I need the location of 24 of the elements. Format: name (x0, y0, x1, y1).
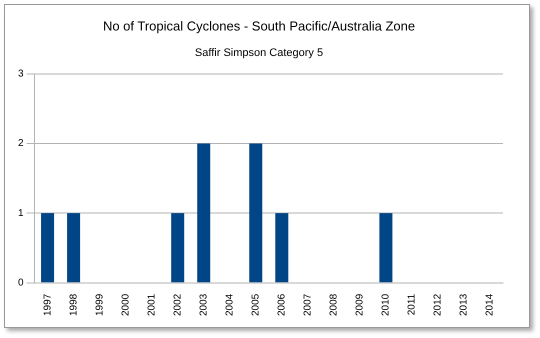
x-tick-label: 2010 (380, 293, 392, 316)
x-tick-label: 2000 (120, 293, 132, 316)
x-tick-label: 1997 (42, 293, 54, 316)
x-tick-label: 2006 (276, 293, 288, 316)
y-tick-label: 1 (18, 208, 24, 219)
x-tick-label: 2002 (172, 293, 184, 316)
y-tick-label: 0 (18, 278, 24, 289)
x-tick-label: 2001 (146, 293, 158, 316)
chart-subtitle: Saffir Simpson Category 5 (194, 47, 324, 60)
x-tick-label: 2007 (302, 293, 314, 316)
x-tick-label: 2003 (198, 293, 210, 316)
x-tick-label: 2011 (406, 293, 418, 316)
x-tick-label: 2009 (354, 293, 366, 316)
x-tick-label: 1999 (94, 293, 106, 316)
chart-title: No of Tropical Cyclones - South Pacific/Australia Zone (102, 18, 416, 34)
x-tick-label: 2004 (224, 293, 236, 316)
x-tick-label: 2012 (432, 293, 444, 316)
x-tick-label: 2008 (328, 293, 340, 316)
x-tick-label: 2005 (250, 293, 262, 316)
x-tick-label: 2013 (458, 293, 470, 316)
x-tick-label: 1998 (68, 293, 80, 316)
x-tick-label: 2014 (484, 293, 496, 316)
y-tick-label: 3 (18, 68, 24, 80)
y-tick-label: 2 (18, 138, 24, 150)
